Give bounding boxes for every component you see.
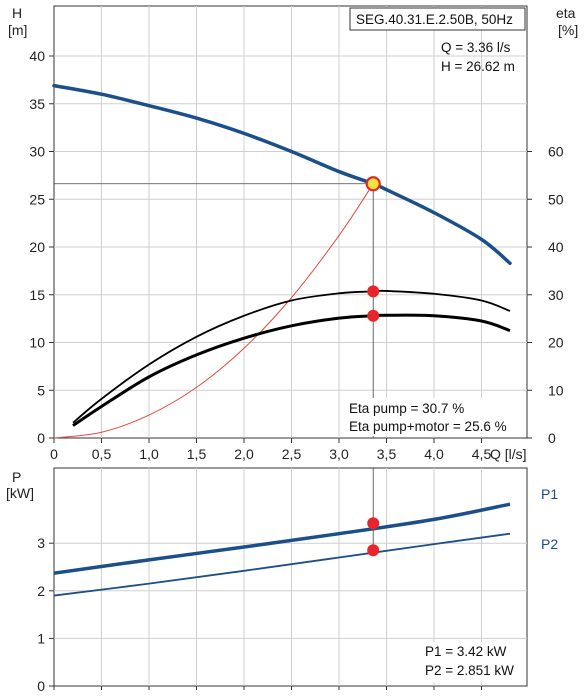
head-curve bbox=[52, 83, 512, 265]
top-curves bbox=[52, 83, 512, 439]
y-tick-label: 0 bbox=[37, 678, 45, 694]
annotation-p1: P1 = 3.42 kW bbox=[425, 644, 507, 659]
annotation-h: H = 26.62 m bbox=[441, 59, 515, 74]
y-tick-label: 35 bbox=[29, 96, 45, 112]
y2-tick-label: 50 bbox=[548, 191, 564, 207]
x-axis-label: Q [l/s] bbox=[490, 446, 527, 462]
y2-tick-label: 10 bbox=[548, 382, 564, 398]
y-tick-label: 15 bbox=[29, 287, 45, 303]
chart-title: SEG.40.31.E.2.50B, 50Hz bbox=[356, 12, 513, 27]
y-tick-label: 3 bbox=[37, 535, 45, 551]
y-tick-label: 0 bbox=[37, 430, 45, 446]
y2-tick-label: 60 bbox=[548, 144, 564, 160]
y-axis-label-bottom: P bbox=[12, 469, 21, 485]
y2-axis-unit: [%] bbox=[558, 22, 578, 38]
x-tick-label: 3,0 bbox=[329, 446, 349, 462]
p1-curve bbox=[53, 502, 511, 575]
x-tick-label: 4,5 bbox=[472, 446, 492, 462]
y-tick-label: 10 bbox=[29, 335, 45, 351]
x-tick-label: 2,5 bbox=[282, 446, 302, 462]
series-label-p1: P1 bbox=[541, 486, 558, 502]
y2-tick-label: 30 bbox=[548, 287, 564, 303]
x-tick-label: 3,5 bbox=[377, 446, 397, 462]
series-label-p2: P2 bbox=[541, 536, 558, 552]
x-tick-label: 1,5 bbox=[187, 446, 207, 462]
y-tick-label: 25 bbox=[29, 191, 45, 207]
annotation-eta-pump: Eta pump = 30.7 % bbox=[349, 401, 464, 416]
y-tick-label: 2 bbox=[37, 583, 45, 599]
y-axis-unit-top: [m] bbox=[8, 22, 27, 38]
operating-point bbox=[365, 176, 381, 192]
y-tick-label: 1 bbox=[37, 630, 45, 646]
y-tick-label: 5 bbox=[37, 382, 45, 398]
y2-tick-label: 0 bbox=[548, 430, 556, 446]
y-tick-label: 30 bbox=[29, 144, 45, 160]
eta-annotation-box bbox=[346, 398, 524, 436]
bottom-curves bbox=[53, 468, 511, 597]
x-tick-label: 0,5 bbox=[92, 446, 112, 462]
eta-total-curve bbox=[72, 313, 511, 427]
y-tick-label: 40 bbox=[29, 48, 45, 64]
eta-pump-curve bbox=[72, 289, 511, 424]
y-tick-label: 20 bbox=[29, 239, 45, 255]
top-grid bbox=[54, 6, 527, 438]
x-tick-label: 4,0 bbox=[424, 446, 444, 462]
y-axis-unit-bottom: [kW] bbox=[6, 485, 34, 501]
y2-tick-label: 40 bbox=[548, 239, 564, 255]
top-axis-ticks: 0 0,5 1,0 1,5 2,0 2,5 3,0 3,5 4,0 4,5 0 5 10 15 20 25 30… bbox=[29, 48, 563, 462]
title-box bbox=[349, 7, 526, 31]
x-tick-label: 0 bbox=[50, 446, 58, 462]
y-axis-label-top: H bbox=[12, 5, 22, 21]
eta-pump-point bbox=[367, 285, 380, 298]
p2-point bbox=[367, 544, 380, 557]
y2-axis-label: eta bbox=[556, 5, 576, 21]
p2-curve bbox=[53, 532, 511, 597]
y2-tick-label: 20 bbox=[548, 335, 564, 351]
power-annotation-box bbox=[420, 642, 524, 682]
eta-total-point bbox=[367, 309, 380, 322]
x-tick-label: 1,0 bbox=[139, 446, 159, 462]
annotation-q: Q = 3.36 l/s bbox=[441, 40, 511, 55]
x-tick-label: 2,0 bbox=[234, 446, 254, 462]
annotation-eta-total: Eta pump+motor = 25.6 % bbox=[349, 419, 507, 434]
p1-point bbox=[367, 517, 380, 530]
bottom-axis-ticks: 0 1 2 3 bbox=[37, 535, 482, 694]
annotation-p2: P2 = 2.851 kW bbox=[425, 663, 514, 678]
system-curve bbox=[53, 183, 374, 439]
